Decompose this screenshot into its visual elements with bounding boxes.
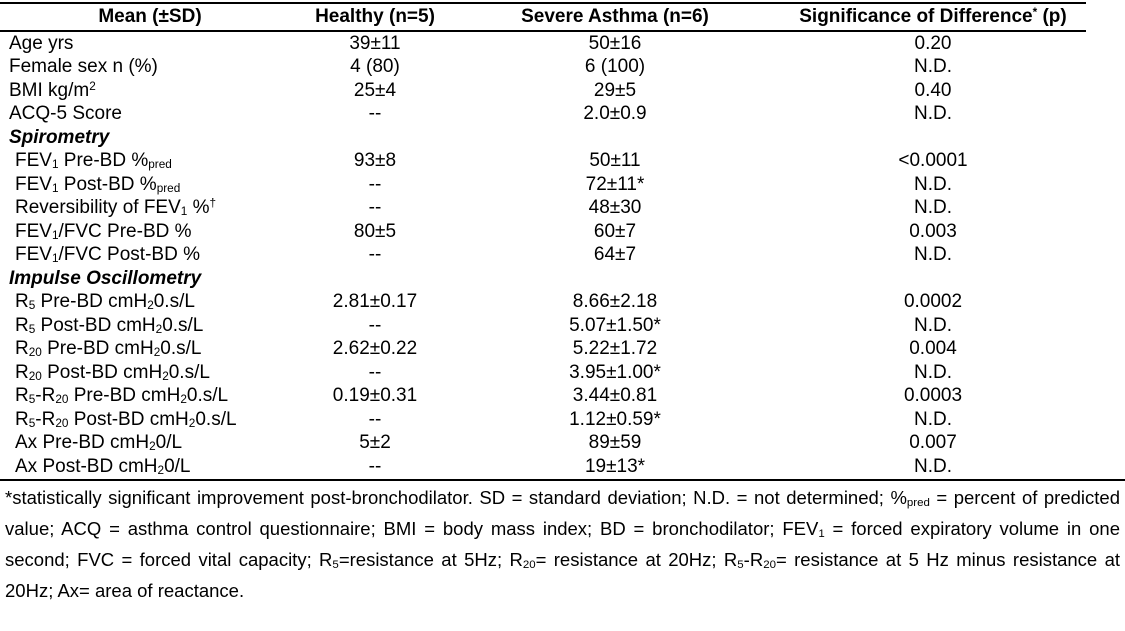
healthy-value: -- xyxy=(368,197,382,219)
table-row: R20 Post-BD cmH20.s/L -- 3.95±1.00* N.D. xyxy=(0,361,1086,385)
severe-asthma-value: 60±7 xyxy=(593,220,637,242)
row-label: FEV1 Post-BD %pred xyxy=(15,173,181,195)
row-label: FEV1/FVC Post-BD % xyxy=(15,244,200,266)
row-label: Ax Post-BD cmH20/L xyxy=(15,455,191,477)
row-label: BMI kg/m2 xyxy=(9,79,96,101)
table-row: R5-R20 Pre-BD cmH20.s/L 0.19±0.31 3.44±0… xyxy=(0,385,1086,409)
table-row: FEV1 Pre-BD %pred 93±8 50±11 <0.0001 xyxy=(0,150,1086,174)
healthy-value: -- xyxy=(368,244,382,266)
table-row: BMI kg/m2 25±4 29±5 0.40 xyxy=(0,79,1086,103)
row-label: Spirometry xyxy=(9,126,110,148)
table-row: Impulse Oscillometry xyxy=(0,267,1086,291)
p-value: N.D. xyxy=(914,455,952,477)
p-value: N.D. xyxy=(914,56,952,78)
severe-asthma-value: 64±7 xyxy=(593,244,637,266)
healthy-value: -- xyxy=(368,103,382,125)
healthy-value: -- xyxy=(368,173,382,195)
p-value: N.D. xyxy=(914,314,952,336)
p-value: 0.003 xyxy=(909,220,957,242)
table-header-row: Mean (±SD) Healthy (n=5) Severe Asthma (… xyxy=(0,4,1086,32)
severe-asthma-value: 50±11 xyxy=(589,150,641,172)
healthy-value: 2.62±0.22 xyxy=(332,338,418,360)
p-value: N.D. xyxy=(914,408,952,430)
table-row: FEV1/FVC Post-BD % -- 64±7 N.D. xyxy=(0,244,1086,268)
p-value: 0.0002 xyxy=(903,291,963,313)
row-label: R5 Pre-BD cmH20.s/L xyxy=(15,291,195,313)
col-header-severe-asthma: Severe Asthma (n=6) xyxy=(521,6,709,27)
severe-asthma-value: 50±16 xyxy=(588,32,642,54)
healthy-value: -- xyxy=(368,361,382,383)
row-label: R5-R20 Post-BD cmH20.s/L xyxy=(15,408,237,430)
table-row: Female sex n (%) 4 (80) 6 (100) N.D. xyxy=(0,56,1086,80)
healthy-value: -- xyxy=(368,314,382,336)
row-label: Reversibility of FEV1 %† xyxy=(15,197,217,219)
row-label: Impulse Oscillometry xyxy=(9,267,202,289)
row-label: FEV1/FVC Pre-BD % xyxy=(15,220,192,242)
p-value: 0.004 xyxy=(909,338,957,360)
p-value: N.D. xyxy=(914,244,952,266)
severe-asthma-value: 29±5 xyxy=(593,79,637,101)
severe-asthma-value: 5.07±1.50* xyxy=(569,314,661,336)
p-value: N.D. xyxy=(914,361,952,383)
row-label: R20 Pre-BD cmH20.s/L xyxy=(15,338,202,360)
data-table: Mean (±SD) Healthy (n=5) Severe Asthma (… xyxy=(0,2,1086,479)
severe-asthma-value: 8.66±2.18 xyxy=(572,291,658,313)
severe-asthma-value: 72±11* xyxy=(585,173,645,195)
healthy-value: 39±11 xyxy=(349,32,401,54)
severe-asthma-value: 48±30 xyxy=(588,197,642,219)
table-row: Reversibility of FEV1 %† -- 48±30 N.D. xyxy=(0,197,1086,221)
healthy-value: 25±4 xyxy=(353,79,397,101)
p-value: 0.20 xyxy=(914,32,952,54)
healthy-value: 4 (80) xyxy=(350,56,400,78)
col-header-mean-sd: Mean (±SD) xyxy=(98,6,202,27)
p-value: N.D. xyxy=(914,103,952,125)
p-value: N.D. xyxy=(914,173,952,195)
row-label: R20 Post-BD cmH20.s/L xyxy=(15,361,210,383)
table-row: Spirometry xyxy=(0,126,1086,150)
severe-asthma-value: 3.44±0.81 xyxy=(572,385,658,407)
row-label: FEV1 Pre-BD %pred xyxy=(15,150,172,172)
p-value: <0.0001 xyxy=(898,150,968,172)
severe-asthma-value: 3.95±1.00* xyxy=(569,361,661,383)
p-value: 0.0003 xyxy=(903,385,963,407)
p-value: N.D. xyxy=(914,197,952,219)
table-row: FEV1 Post-BD %pred -- 72±11* N.D. xyxy=(0,173,1086,197)
table-row: R20 Pre-BD cmH20.s/L 2.62±0.22 5.22±1.72… xyxy=(0,338,1086,362)
severe-asthma-value: 5.22±1.72 xyxy=(572,338,658,360)
table-row: ACQ-5 Score -- 2.0±0.9 N.D. xyxy=(0,103,1086,127)
table-row: Age yrs 39±11 50±16 0.20 xyxy=(0,32,1086,56)
table-row: R5-R20 Post-BD cmH20.s/L -- 1.12±0.59* N… xyxy=(0,408,1086,432)
p-value: 0.40 xyxy=(914,79,952,101)
table-row: Ax Post-BD cmH20/L -- 19±13* N.D. xyxy=(0,455,1086,479)
healthy-value: 93±8 xyxy=(353,150,397,172)
col-header-healthy: Healthy (n=5) xyxy=(315,6,435,27)
table-row: R5 Pre-BD cmH20.s/L 2.81±0.17 8.66±2.18 … xyxy=(0,291,1086,315)
row-label: R5 Post-BD cmH20.s/L xyxy=(15,314,204,336)
row-label: Female sex n (%) xyxy=(9,56,158,78)
table-row: FEV1/FVC Pre-BD % 80±5 60±7 0.003 xyxy=(0,220,1086,244)
table-footnote: *statistically significant improvement p… xyxy=(0,478,1125,603)
healthy-value: 0.19±0.31 xyxy=(332,385,418,407)
healthy-value: -- xyxy=(368,408,382,430)
severe-asthma-value: 19±13* xyxy=(584,455,646,477)
severe-asthma-value: 2.0±0.9 xyxy=(583,103,647,125)
col-header-significance: Significance of Difference* (p) xyxy=(799,6,1067,27)
p-value: 0.007 xyxy=(909,432,957,454)
healthy-value: 2.81±0.17 xyxy=(332,291,418,313)
healthy-value: 5±2 xyxy=(359,432,391,454)
severe-asthma-value: 1.12±0.59* xyxy=(569,408,661,430)
table-row: Ax Pre-BD cmH20/L 5±2 89±59 0.007 xyxy=(0,432,1086,456)
severe-asthma-value: 89±59 xyxy=(588,432,642,454)
table-body: Age yrs 39±11 50±16 0.20 Female sex n (%… xyxy=(0,32,1086,479)
healthy-value: 80±5 xyxy=(353,220,397,242)
table-row: R5 Post-BD cmH20.s/L -- 5.07±1.50* N.D. xyxy=(0,314,1086,338)
severe-asthma-value: 6 (100) xyxy=(584,56,646,78)
row-label: ACQ-5 Score xyxy=(9,103,122,125)
row-label: Age yrs xyxy=(9,32,74,54)
row-label: Ax Pre-BD cmH20/L xyxy=(15,432,183,454)
healthy-value: -- xyxy=(368,455,382,477)
row-label: R5-R20 Pre-BD cmH20.s/L xyxy=(15,385,229,407)
